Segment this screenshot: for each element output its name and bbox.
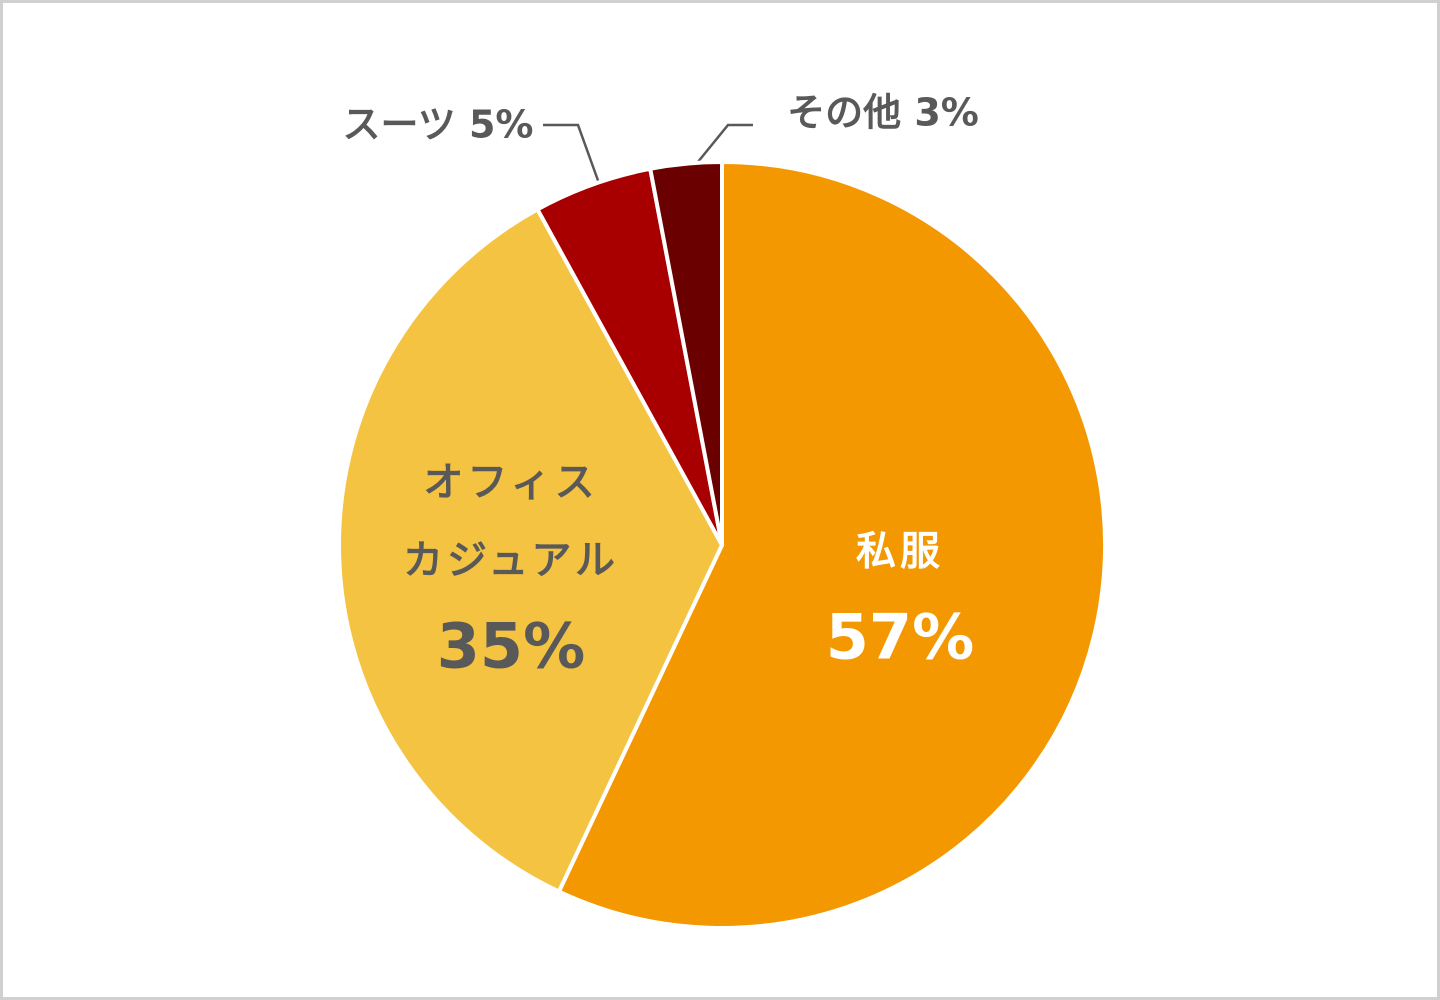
value-label: 35%	[436, 609, 586, 683]
value-label: 3%	[914, 90, 979, 135]
category-label: その他	[787, 90, 902, 135]
pie-canvas	[337, 123, 1107, 930]
pie-slice	[337, 206, 725, 895]
category-label: スーツ	[342, 102, 456, 147]
pie-slice	[647, 159, 724, 546]
value-label: 57%	[825, 600, 975, 674]
category-label: 私服	[856, 528, 944, 575]
leader-line	[543, 123, 602, 187]
pie-slice	[556, 159, 1107, 930]
slice-label: オフィス カジュアル 35%	[403, 444, 619, 683]
slice-label: スーツ 5%	[343, 94, 534, 149]
slice-label: その他 3%	[787, 82, 979, 137]
slice-label: 私服 57%	[826, 513, 974, 674]
leader-line	[692, 123, 753, 169]
category-label: オフィス カジュアル	[403, 459, 619, 584]
value-label: 5%	[468, 102, 534, 147]
